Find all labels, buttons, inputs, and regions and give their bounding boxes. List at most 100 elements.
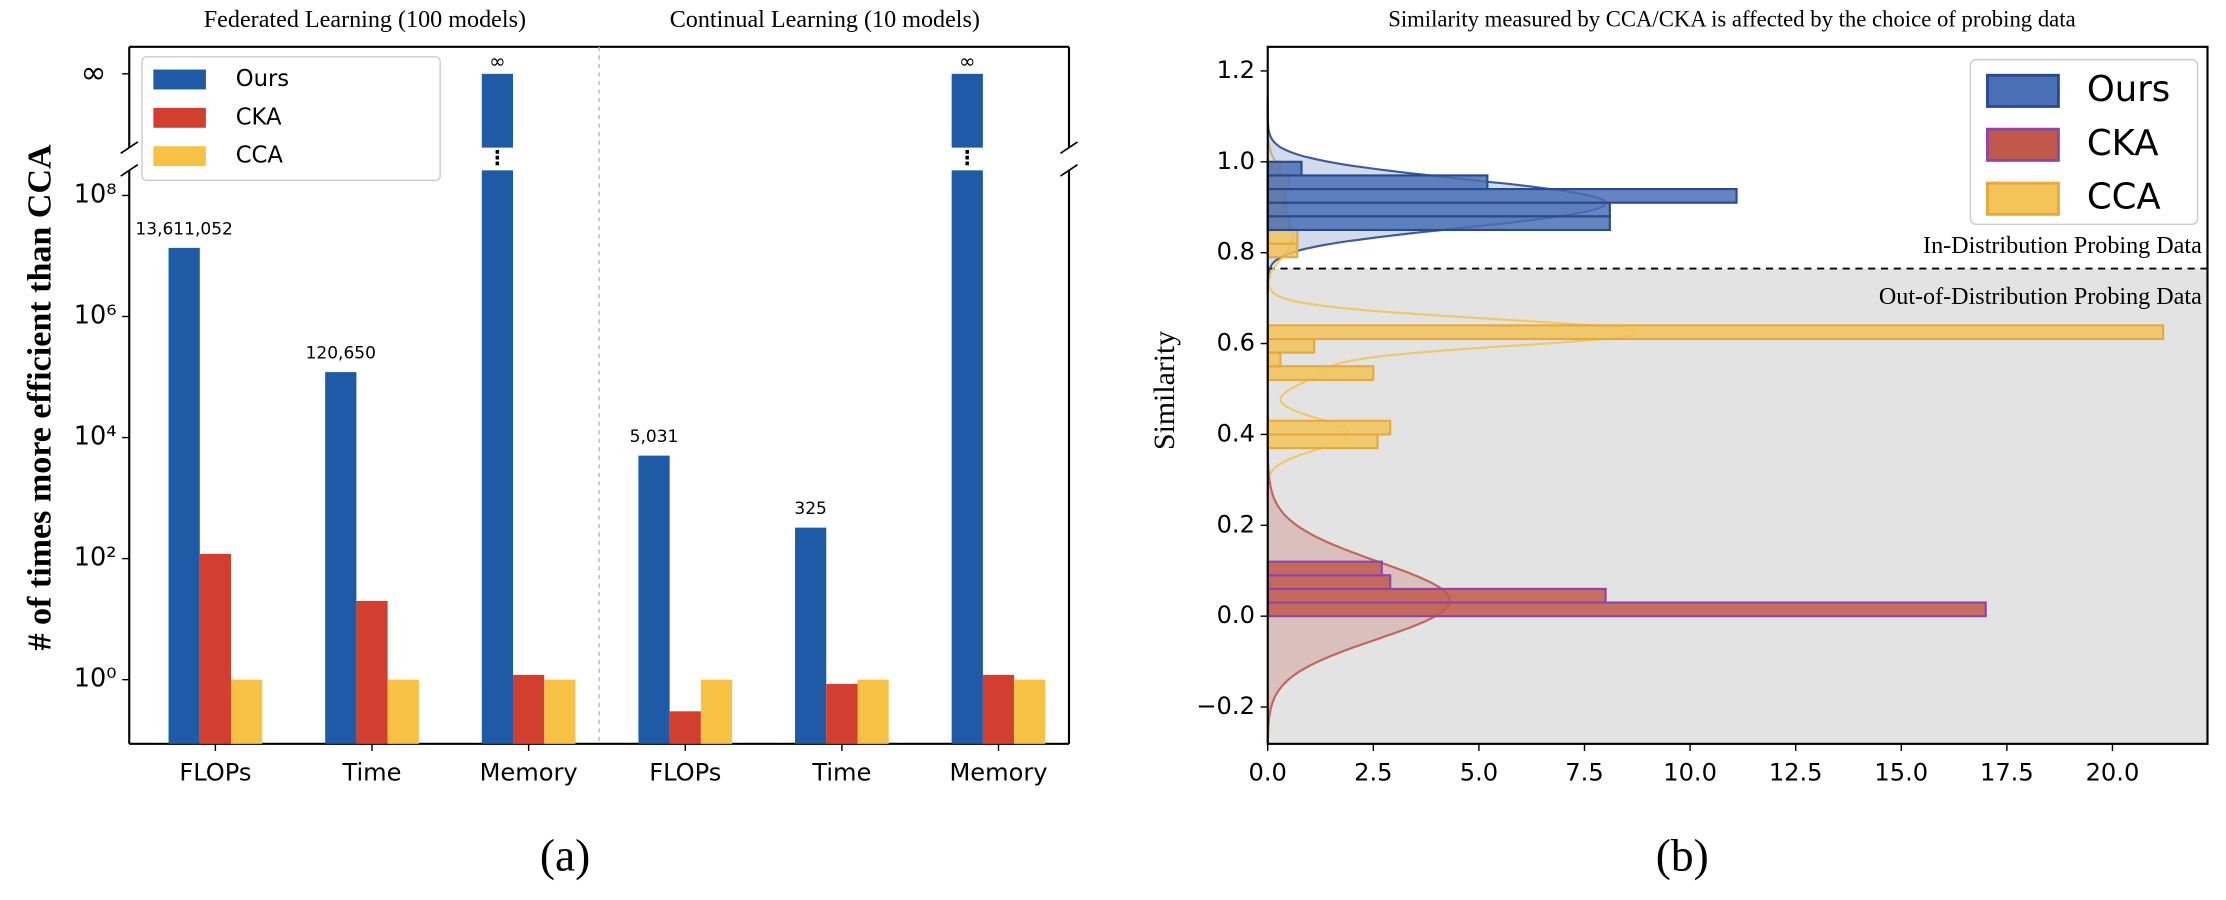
hist-bar: [1266, 587, 1607, 604]
bar: [669, 711, 701, 744]
y-tick-label: 10⁰: [74, 664, 117, 694]
x-tick-label: 17.5: [1980, 759, 2034, 787]
x-tick-label: 20.0: [2086, 759, 2140, 787]
y-axis-label: Similarity: [1148, 331, 1181, 450]
hist-bar: [1266, 337, 1316, 354]
hist-bar: [1266, 187, 1738, 204]
legend-swatch: [1986, 181, 2060, 216]
break-dots: ⋮: [957, 146, 977, 169]
bar: [857, 679, 889, 744]
y-tick-label: 10⁴: [74, 422, 117, 452]
bar: [356, 600, 388, 744]
y-tick-label: 1.2: [1217, 56, 1255, 84]
hist-bar: [1266, 365, 1375, 381]
hist-bar: [1266, 324, 2165, 341]
value-label: 13,611,052: [135, 219, 232, 239]
bar: [795, 527, 827, 744]
y-tick-label: 0.6: [1217, 329, 1255, 357]
y-tick-label: −0.2: [1196, 692, 1255, 720]
x-tick-label: 5.0: [1460, 759, 1498, 787]
legend-swatch: [153, 107, 206, 128]
x-tick-label: Memory: [480, 759, 578, 787]
ood-region: [1267, 268, 2208, 744]
legend-label: Ours: [2087, 69, 2170, 110]
legend-label: CKA: [236, 104, 282, 130]
bar: [951, 170, 983, 744]
hist-bar: [1266, 201, 1611, 218]
y-tick-label: 1.0: [1217, 147, 1255, 175]
break-dots: ⋮: [487, 146, 507, 169]
hist-bar: [1266, 174, 1489, 191]
bar: [826, 683, 858, 744]
hist-bar: [1266, 242, 1299, 259]
group-title: Continual Learning (10 models): [670, 6, 980, 33]
x-tick-label: 0.0: [1249, 759, 1287, 787]
legend-swatch: [153, 146, 206, 167]
hist-bar: [1266, 601, 1987, 618]
legend-swatch: [1986, 127, 2060, 162]
group-title: Federated Learning (100 models): [204, 6, 526, 33]
value-label: ∞: [959, 50, 976, 73]
value-label: 325: [794, 499, 826, 519]
y-tick-label: 10²: [74, 543, 117, 573]
bar: [168, 247, 200, 744]
hist-bar: [1266, 433, 1379, 450]
caption: (a): [540, 831, 590, 881]
bar: [325, 372, 357, 744]
y-tick-label: 0.8: [1217, 238, 1255, 266]
x-tick-label: Time: [341, 759, 401, 787]
y-tick-label: 10⁶: [74, 301, 117, 331]
hist-bar: [1266, 419, 1392, 436]
bar: [513, 674, 545, 744]
plot-frame: [1266, 45, 2209, 745]
x-tick-label: FLOPs: [179, 759, 251, 787]
x-tick-label: FLOPs: [649, 759, 721, 787]
value-label: ∞: [489, 50, 506, 73]
axis-break: [1060, 163, 1078, 177]
bar: [638, 455, 670, 744]
legend: [141, 56, 441, 181]
y-tick-label: 0.4: [1217, 419, 1255, 447]
caption: (b): [1656, 831, 1709, 881]
bar-broken-top: [951, 73, 983, 148]
x-tick-label: Time: [811, 759, 871, 787]
axis-break: [120, 141, 139, 155]
x-tick-label: 7.5: [1565, 759, 1603, 787]
y-tick-label: 0.2: [1217, 510, 1255, 538]
hist-bar: [1266, 160, 1303, 177]
hist-bar: [1266, 215, 1611, 232]
legend-swatch: [153, 69, 206, 90]
hist-bar: [1266, 228, 1299, 245]
x-tick-label: 15.0: [1874, 759, 1928, 787]
chart-title: Similarity measured by CCA/CKA is affect…: [1388, 7, 2075, 32]
hist-bar: [1266, 351, 1282, 368]
bar: [700, 679, 733, 744]
bar: [1014, 679, 1046, 744]
bar: [544, 679, 576, 744]
x-tick-label: Memory: [949, 759, 1047, 787]
value-label: 120,650: [306, 344, 376, 364]
annotation: Out-of-Distribution Probing Data: [1879, 283, 2202, 310]
legend-label: CKA: [2087, 123, 2159, 164]
y-axis-label: # of times more efficient than CCA: [21, 144, 58, 651]
axis-break: [1060, 141, 1078, 155]
y-tick-label: 10⁸: [74, 179, 117, 209]
x-tick-label: 10.0: [1663, 759, 1717, 787]
bar: [231, 679, 263, 744]
hist-bar: [1266, 574, 1392, 590]
axis-break: [120, 163, 139, 177]
y-tick-label: 0.0: [1217, 601, 1255, 629]
annotation: In-Distribution Probing Data: [1923, 232, 2202, 259]
legend-label: CCA: [2087, 177, 2161, 218]
bar: [199, 553, 232, 744]
bar: [982, 674, 1015, 744]
bar: [387, 679, 419, 744]
hist-bar: [1266, 560, 1383, 577]
legend-swatch: [1986, 73, 2060, 108]
y-tick-label: ∞: [81, 55, 107, 91]
legend-label: Ours: [236, 66, 289, 92]
value-label: 5,031: [630, 427, 679, 447]
bar-broken-top: [481, 73, 514, 148]
x-tick-label: 12.5: [1769, 759, 1823, 787]
